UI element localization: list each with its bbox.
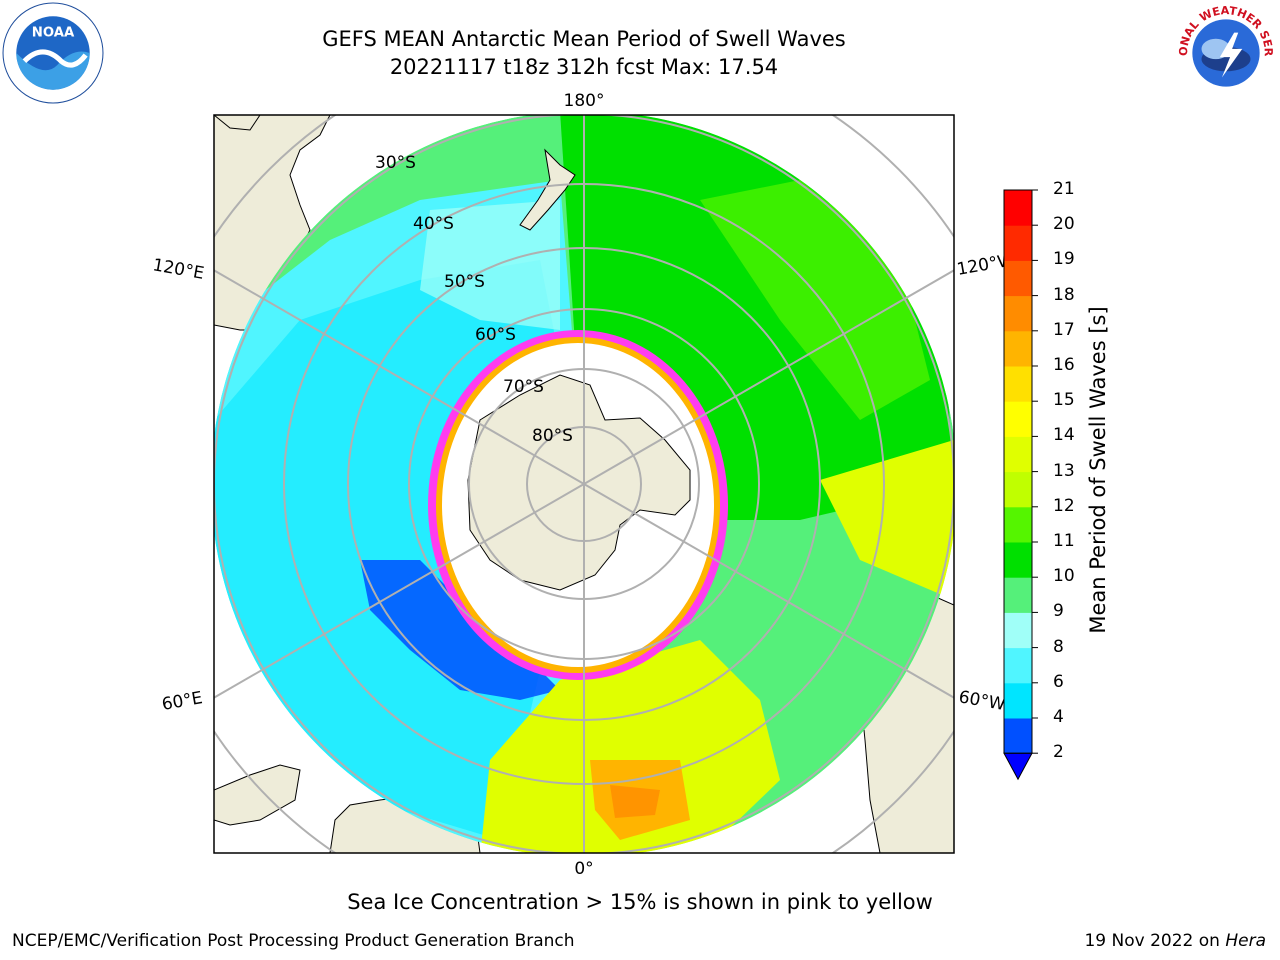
- chart-subtitle: 20221117 t18z 312h fcst Max: 17.54: [389, 55, 779, 79]
- colorbar-tick-label: 8: [1053, 636, 1064, 657]
- colorbar-segment: [1004, 647, 1032, 684]
- footer-date-text: 19 Nov 2022 on: [1084, 931, 1226, 951]
- colorbar-tick-label: 14: [1053, 425, 1075, 446]
- colorbar-tick-label: 6: [1053, 671, 1064, 692]
- lat-label-30s: 30°S: [375, 153, 416, 173]
- colorbar-tick-label: 21: [1053, 179, 1075, 199]
- colorbar-segment: [1004, 471, 1032, 508]
- colorbar-tick-label: 17: [1053, 319, 1075, 340]
- chart-title: GEFS MEAN Antarctic Mean Period of Swell…: [322, 27, 846, 51]
- colorbar-segment: [1004, 295, 1032, 332]
- noaa-logo: NOAA: [2, 2, 104, 104]
- nws-logo: NATIONAL WEATHER SERVICE: [1175, 2, 1276, 103]
- colorbar-segment: [1004, 577, 1032, 613]
- colorbar-tick-label: 10: [1053, 566, 1075, 587]
- colorbar-segment: [1004, 506, 1032, 543]
- map-frame: [213, 114, 955, 854]
- colorbar-segment: [1004, 612, 1032, 649]
- colorbar-tick-label: 4: [1053, 707, 1064, 727]
- colorbar-tick-label: 11: [1053, 531, 1075, 551]
- colorbar-segment: [1004, 436, 1032, 473]
- latitude-labels: 30°S 40°S 50°S 60°S 70°S 80°S: [375, 153, 573, 446]
- colorbar-tick-label: 9: [1053, 601, 1064, 622]
- colorbar-tick-label: 20: [1053, 214, 1075, 235]
- colorbar-segment: [1004, 542, 1032, 578]
- colorbar-label: Mean Period of Swell Waves [s]: [1086, 306, 1110, 634]
- lat-label-80s: 80°S: [532, 426, 573, 446]
- colorbar-tick-label: 12: [1053, 495, 1075, 516]
- colorbar-segment: [1004, 225, 1032, 261]
- colorbar-tick-label: 15: [1053, 390, 1075, 411]
- footer-host: Hera: [1225, 931, 1266, 951]
- colorbar-segment: [1004, 366, 1032, 402]
- colorbar-tick-label: 18: [1053, 284, 1075, 305]
- graticule: [214, 115, 954, 853]
- colorbar-segment: [1004, 190, 1032, 226]
- colorbar-segment: [1004, 260, 1032, 297]
- footer-date: 19 Nov 2022 on Hera: [1084, 931, 1266, 951]
- footer-organization: NCEP/EMC/Verification Post Processing Pr…: [12, 931, 575, 951]
- lon-label-180: 180°: [564, 91, 605, 111]
- colorbar-segment: [1004, 718, 1032, 754]
- lat-label-50s: 50°S: [444, 272, 485, 292]
- lat-label-60s: 60°S: [475, 325, 516, 345]
- sea-ice-note: Sea Ice Concentration > 15% is shown in …: [347, 890, 933, 914]
- colorbar-segment: [1004, 682, 1032, 719]
- colorbar-segment: [1004, 401, 1032, 437]
- colorbar: [1003, 189, 1038, 781]
- lon-label-120e: 120°E: [151, 255, 205, 284]
- colorbar-tick-label: 2: [1053, 742, 1064, 763]
- lon-label-0: 0°: [574, 859, 593, 879]
- lat-label-40s: 40°S: [413, 214, 454, 234]
- colorbar-tick-label: 13: [1053, 460, 1075, 481]
- colorbar-tick-label: 19: [1053, 249, 1075, 270]
- colorbar-extend-min: [1003, 752, 1033, 781]
- lat-label-70s: 70°S: [503, 377, 544, 397]
- colorbar-tick-label: 16: [1053, 355, 1075, 375]
- colorbar-segment: [1004, 330, 1032, 367]
- noaa-logo-text: NOAA: [32, 26, 75, 41]
- lon-label-60e: 60°E: [160, 688, 204, 715]
